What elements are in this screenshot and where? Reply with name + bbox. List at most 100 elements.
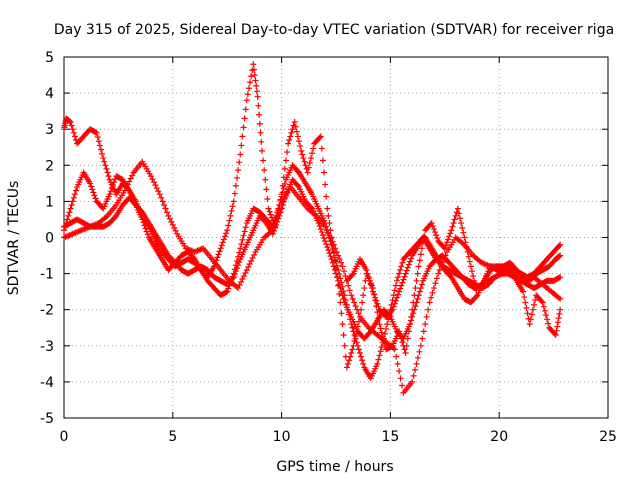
data-point	[228, 208, 235, 215]
data-point	[342, 273, 349, 280]
data-point	[413, 277, 420, 284]
data-point	[394, 360, 401, 367]
data-point	[325, 247, 332, 254]
data-point	[291, 118, 298, 125]
data-point	[281, 165, 288, 172]
data-point	[329, 238, 336, 245]
data-point	[163, 209, 170, 216]
data-point	[106, 191, 113, 198]
data-point	[451, 216, 458, 223]
data-point	[103, 165, 110, 172]
data-point	[317, 133, 324, 140]
data-point	[95, 138, 102, 145]
data-point	[432, 280, 439, 287]
data-point	[398, 282, 405, 289]
data-point	[166, 215, 173, 222]
data-point	[307, 155, 314, 162]
x-tick-label: 20	[490, 429, 508, 445]
data-point	[544, 316, 551, 323]
data-point	[247, 79, 254, 86]
data-point	[545, 320, 552, 327]
data-point	[395, 274, 402, 281]
y-tick-label: 5	[45, 50, 54, 66]
data-point	[152, 182, 159, 189]
data-point	[239, 236, 246, 243]
data-point	[256, 120, 263, 127]
data-point	[401, 273, 408, 280]
data-point	[459, 224, 466, 231]
data-point	[441, 256, 448, 263]
data-point	[275, 215, 282, 222]
data-point	[524, 310, 531, 317]
data-point	[245, 85, 252, 92]
data-point	[461, 234, 468, 241]
data-point	[384, 321, 391, 328]
data-point	[345, 282, 352, 289]
data-point	[297, 143, 304, 150]
data-point	[293, 128, 300, 135]
y-tick-label: -2	[40, 303, 54, 319]
data-point	[428, 294, 435, 301]
data-point	[325, 229, 332, 236]
data-point	[97, 146, 104, 153]
data-point	[528, 311, 535, 318]
data-point	[352, 335, 359, 342]
data-point	[532, 297, 539, 304]
data-point	[403, 342, 410, 349]
data-point	[123, 184, 130, 191]
data-point	[442, 242, 449, 249]
data-point	[374, 300, 381, 307]
data-point	[539, 299, 546, 306]
data-point	[383, 325, 390, 332]
data-point	[126, 178, 133, 185]
data-point	[390, 292, 397, 299]
data-point	[229, 203, 236, 210]
data-point	[397, 375, 404, 382]
data-point	[412, 366, 419, 373]
data-point	[305, 164, 312, 171]
data-point	[72, 187, 79, 194]
x-tick-label: 15	[381, 429, 399, 445]
data-point	[417, 342, 424, 349]
data-point	[377, 325, 384, 332]
data-point	[165, 212, 172, 219]
data-point	[339, 263, 346, 270]
data-point	[452, 212, 459, 219]
data-point	[344, 360, 351, 367]
data-point	[323, 226, 330, 233]
data-point	[241, 228, 248, 235]
data-point	[538, 298, 545, 305]
data-point	[434, 235, 441, 242]
data-point	[142, 225, 149, 232]
data-point	[402, 350, 409, 357]
data-point	[360, 292, 367, 299]
data-point	[366, 277, 373, 284]
data-point	[416, 288, 423, 295]
data-point	[412, 285, 419, 292]
series-track-e	[343, 234, 564, 320]
data-point	[235, 167, 242, 174]
data-point	[248, 257, 255, 264]
data-point	[92, 129, 99, 136]
data-point	[389, 306, 396, 313]
data-point	[391, 300, 398, 307]
data-point	[269, 227, 276, 234]
data-point	[244, 91, 251, 98]
data-point	[275, 210, 282, 217]
data-point	[172, 227, 179, 234]
data-point	[281, 180, 288, 187]
data-point	[224, 288, 231, 295]
data-point	[402, 270, 409, 277]
data-point	[393, 294, 400, 301]
data-point	[346, 287, 353, 294]
data-point	[417, 251, 424, 258]
data-point	[286, 137, 293, 144]
data-point	[109, 182, 116, 189]
data-point	[226, 217, 233, 224]
data-point	[523, 304, 530, 311]
data-point	[557, 274, 564, 281]
data-point	[251, 72, 258, 79]
data-point	[251, 251, 258, 258]
data-point	[429, 223, 436, 230]
data-point	[342, 297, 349, 304]
